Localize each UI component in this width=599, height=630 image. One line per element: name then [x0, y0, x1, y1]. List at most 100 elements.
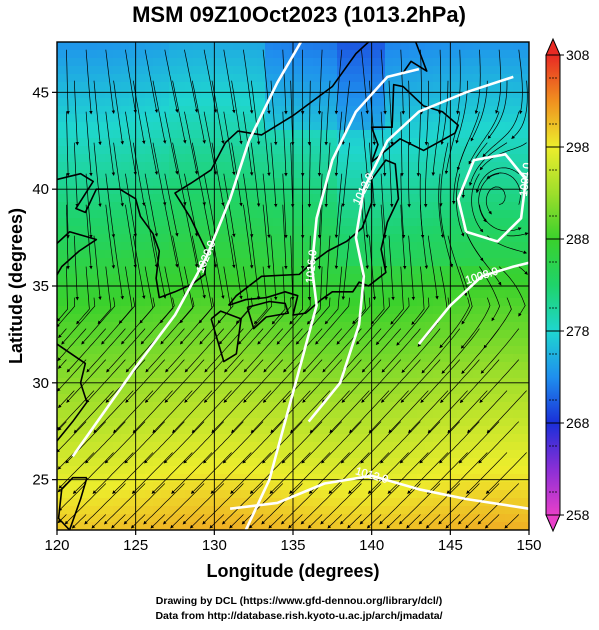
field-cell — [465, 418, 474, 427]
field-cell — [433, 122, 442, 131]
field-cell — [305, 362, 314, 371]
field-cell — [465, 106, 474, 115]
field-cell — [321, 410, 330, 419]
field-cell — [57, 218, 66, 227]
field-cell — [225, 330, 234, 339]
field-cell — [233, 82, 242, 91]
field-cell — [217, 370, 226, 379]
field-cell — [329, 322, 338, 331]
field-cell — [257, 74, 266, 83]
field-cell — [121, 506, 130, 515]
field-cell — [457, 306, 466, 315]
field-cell — [185, 98, 194, 107]
field-cell — [121, 82, 130, 91]
field-cell — [177, 154, 186, 163]
field-cell — [89, 114, 98, 123]
field-cell — [145, 106, 154, 115]
field-cell — [129, 458, 138, 467]
field-cell — [265, 66, 274, 75]
field-cell — [89, 314, 98, 323]
field-cell — [265, 226, 274, 235]
field-cell — [273, 66, 282, 75]
field-cell — [505, 138, 514, 147]
field-cell — [457, 50, 466, 59]
field-cell — [241, 410, 250, 419]
field-cell — [65, 298, 74, 307]
field-cell — [201, 426, 210, 435]
field-cell — [185, 442, 194, 451]
field-cell — [457, 242, 466, 251]
field-cell — [297, 138, 306, 147]
field-cell — [97, 82, 106, 91]
field-cell — [265, 258, 274, 267]
field-cell — [273, 258, 282, 267]
field-cell — [409, 346, 418, 355]
field-cell — [57, 450, 66, 459]
field-cell — [153, 394, 162, 403]
field-cell — [57, 194, 66, 203]
field-cell — [457, 234, 466, 243]
field-cell — [473, 466, 482, 475]
field-cell — [481, 250, 490, 259]
field-cell — [177, 210, 186, 219]
field-cell — [433, 474, 442, 483]
field-cell — [281, 370, 290, 379]
field-cell — [249, 378, 258, 387]
field-cell — [121, 242, 130, 251]
field-cell — [233, 434, 242, 443]
field-cell — [193, 58, 202, 67]
field-cell — [385, 458, 394, 467]
field-cell — [417, 474, 426, 483]
field-cell — [233, 202, 242, 211]
field-cell — [433, 402, 442, 411]
field-cell — [217, 450, 226, 459]
field-cell — [321, 242, 330, 251]
field-cell — [113, 66, 122, 75]
field-cell — [201, 98, 210, 107]
field-cell — [129, 442, 138, 451]
field-cell — [161, 242, 170, 251]
field-cell — [409, 162, 418, 171]
field-cell — [121, 42, 130, 51]
field-cell — [257, 466, 266, 475]
field-cell — [137, 146, 146, 155]
field-cell — [321, 442, 330, 451]
field-cell — [241, 394, 250, 403]
field-cell — [145, 74, 154, 83]
field-cell — [169, 418, 178, 427]
field-cell — [241, 482, 250, 491]
field-cell — [121, 74, 130, 83]
field-cell — [73, 178, 82, 187]
field-cell — [513, 338, 522, 347]
field-cell — [353, 482, 362, 491]
field-cell — [89, 378, 98, 387]
field-cell — [305, 114, 314, 123]
field-cell — [233, 210, 242, 219]
field-cell — [225, 226, 234, 235]
field-cell — [321, 386, 330, 395]
field-cell — [497, 202, 506, 211]
field-cell — [329, 466, 338, 475]
field-cell — [457, 410, 466, 419]
field-cell — [249, 226, 258, 235]
field-cell — [305, 58, 314, 67]
field-cell — [297, 146, 306, 155]
field-cell — [193, 386, 202, 395]
field-cell — [473, 90, 482, 99]
field-cell — [305, 90, 314, 99]
colorbar-tick-label: 258 — [566, 507, 590, 523]
field-cell — [353, 394, 362, 403]
field-cell — [497, 490, 506, 499]
field-cell — [489, 394, 498, 403]
field-cell — [249, 146, 258, 155]
field-cell — [305, 210, 314, 219]
field-cell — [497, 178, 506, 187]
y-axis-label: Latitude (degrees) — [6, 208, 26, 364]
field-cell — [401, 474, 410, 483]
field-cell — [297, 298, 306, 307]
field-cell — [225, 106, 234, 115]
field-cell — [169, 458, 178, 467]
field-cell — [169, 434, 178, 443]
field-cell — [369, 346, 378, 355]
